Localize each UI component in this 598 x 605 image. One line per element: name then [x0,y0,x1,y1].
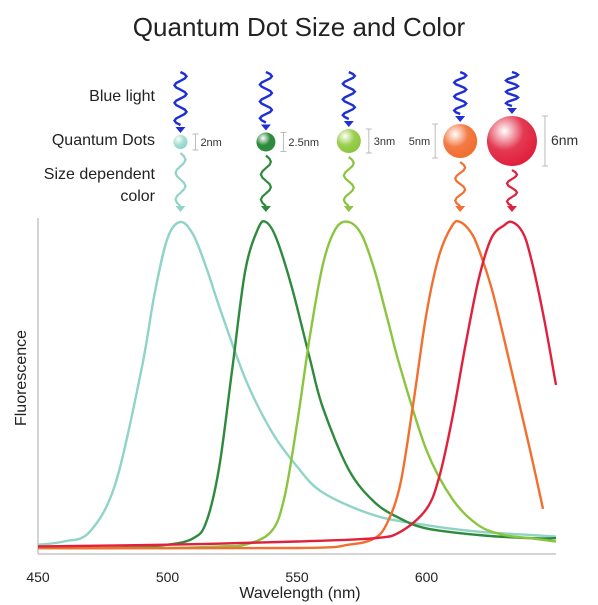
chart-axes [37,218,556,555]
dot-size-label: 6nm [551,132,578,148]
blue-light-arrowhead [343,121,354,127]
quantum-dot-2.5nm [256,132,276,152]
series-line-6nm [37,220,558,548]
blue-light-arrowhead [175,127,186,133]
series-line-3nm [37,220,557,550]
quantum-dot-3nm [336,129,361,153]
blue-light-squiggle [504,70,520,108]
emission-squiggle [505,169,519,207]
blue-light-squiggle [452,70,468,116]
emission-arrowhead [175,206,186,212]
x-ticks: 450 500 550 600 [26,569,438,585]
quantum-dot-2nm [173,135,188,149]
emission-arrowhead [343,206,354,212]
x-tick-label: 500 [156,569,180,585]
size-dependent-color-label: Size dependent color [43,166,155,205]
emission-arrowhead [455,206,466,212]
emission-squiggle [259,154,273,207]
quantum-dot-6nm [486,116,537,166]
x-tick-label: 450 [26,569,50,585]
emission-squiggle [453,161,467,207]
x-tick-label: 600 [415,569,439,585]
y-axis-label: Fluorescence [13,330,30,426]
emission-arrowhead [506,206,517,212]
blue-light-arrowhead [455,116,466,122]
series-line-2.5nm [37,220,557,550]
blue-light-arrowhead [506,108,517,114]
series-line-2nm [37,220,557,546]
dot-size-label: 3nm [374,136,395,148]
dot-size-label: 2nm [200,137,221,149]
quantum-dots: 2nm 2.5nm 3nm 5nm 6nm [172,70,578,212]
emission-squiggle [174,152,187,207]
quantum-dot-5nm [443,124,478,158]
chart-curves [37,219,558,550]
blue-light-arrowhead [260,124,271,131]
dot-size-label: 2.5nm [288,137,319,149]
dot-size-label: 5nm [409,136,430,148]
blue-light-label: Blue light [89,88,155,105]
blue-light-squiggle [258,70,274,124]
quantum-dots-label: Quantum Dots [51,132,155,149]
emission-arrowhead [260,206,271,212]
blue-light-squiggle [341,70,357,121]
x-tick-label: 550 [285,569,309,585]
emission-squiggle [342,156,356,207]
x-axis-label: Wavelength (nm) [239,585,360,602]
chart-title: Quantum Dot Size and Color [132,12,466,42]
blue-light-squiggle [172,70,189,127]
series-line-5nm [37,219,545,550]
